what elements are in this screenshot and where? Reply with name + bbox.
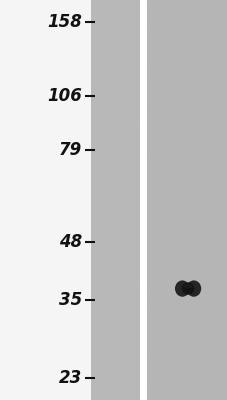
Text: 35: 35 [59, 292, 82, 310]
Ellipse shape [174, 280, 189, 297]
Ellipse shape [181, 282, 193, 295]
Ellipse shape [182, 284, 192, 288]
Bar [146, 0, 227, 400]
Text: 158: 158 [47, 13, 82, 31]
Text: 106: 106 [47, 87, 82, 105]
Text: 79: 79 [59, 141, 82, 159]
Bar [91, 0, 140, 400]
Bar [0, 0, 91, 400]
Bar [140, 0, 146, 400]
Ellipse shape [185, 280, 200, 297]
Text: 48: 48 [59, 233, 82, 251]
Text: 23: 23 [59, 369, 82, 387]
